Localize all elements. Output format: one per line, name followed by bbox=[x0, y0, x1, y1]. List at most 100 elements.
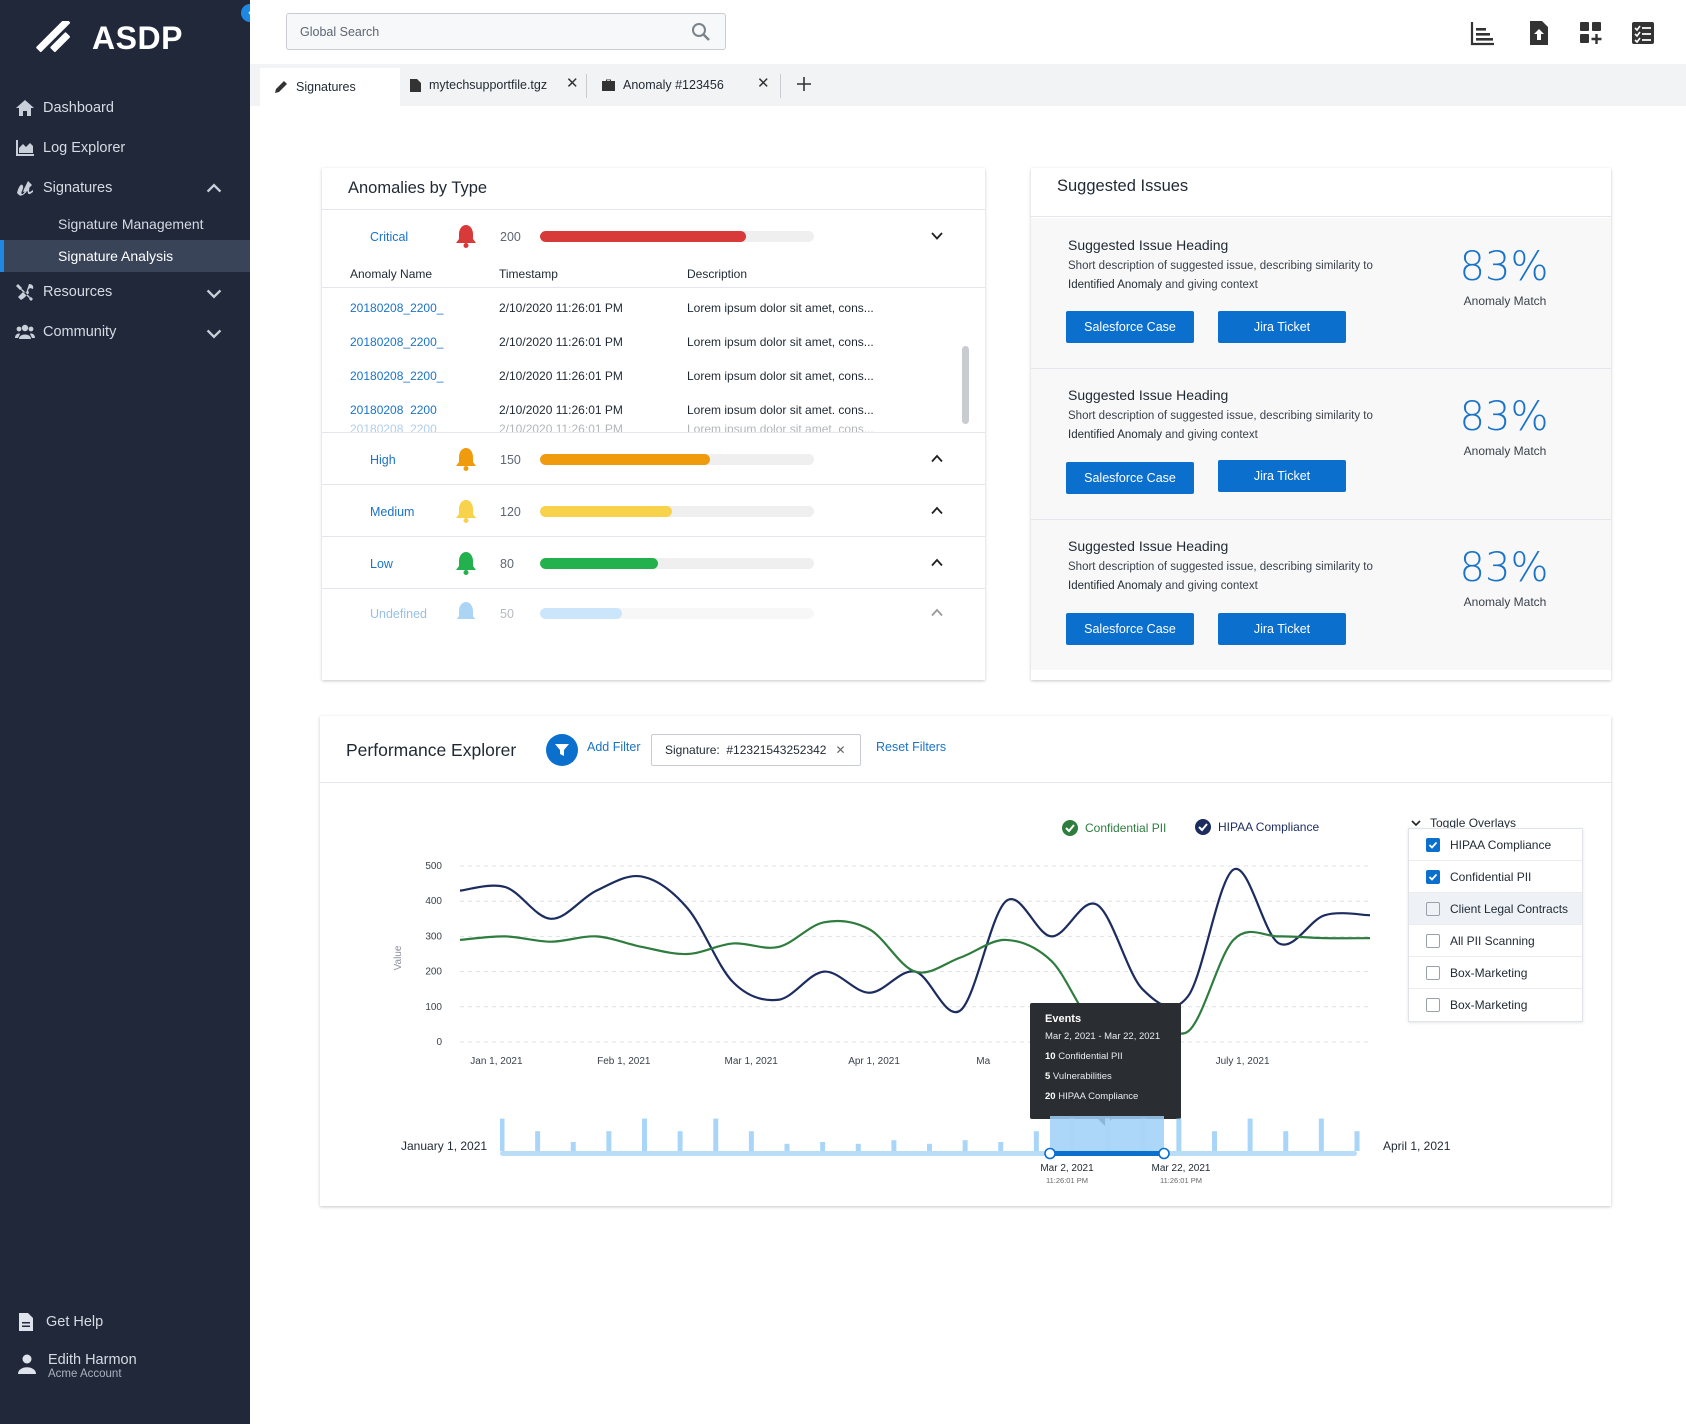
performance-line-chart: Value 0 100 200 300 400 500 Jan 1, 2021 Feb 1,… bbox=[393, 861, 1371, 1067]
jira-ticket-button[interactable]: Jira Ticket bbox=[1218, 460, 1346, 492]
chip-label: Signature: bbox=[665, 743, 720, 757]
overlay-option[interactable]: HIPAA Compliance bbox=[1409, 829, 1582, 861]
x-tick-label: Mar 1, 2021 bbox=[725, 1056, 779, 1067]
chart-grid bbox=[460, 865, 1370, 1043]
severity-count: 200 bbox=[500, 230, 521, 244]
salesforce-case-button[interactable]: Salesforce Case bbox=[1066, 613, 1194, 645]
sidebar-item-signature-management[interactable]: Signature Management bbox=[0, 208, 250, 240]
checkbox[interactable] bbox=[1426, 965, 1440, 980]
remove-filter-icon[interactable]: ✕ bbox=[835, 743, 846, 757]
overlay-option[interactable]: All PII Scanning bbox=[1409, 925, 1582, 957]
column-header-description[interactable]: Description bbox=[687, 267, 748, 281]
legend-item-confidential-pii[interactable]: Confidential PII bbox=[1062, 820, 1166, 836]
tab-anomaly[interactable]: Anomaly #123456 bbox=[602, 68, 772, 102]
salesforce-case-button[interactable]: Salesforce Case bbox=[1066, 311, 1194, 343]
anomaly-name-link[interactable]: 20180208_2200_ bbox=[350, 403, 444, 414]
column-header-name[interactable]: Anomaly Name bbox=[350, 267, 433, 281]
search-icon[interactable] bbox=[691, 22, 711, 42]
overlay-option[interactable]: Client Legal Contracts bbox=[1409, 893, 1582, 925]
high-bell-icon bbox=[456, 448, 476, 471]
table-row[interactable]: 20180208_2200_ 2/10/2020 11:26:01 PM Lor… bbox=[322, 390, 962, 414]
app-logo[interactable]: ASDP bbox=[32, 20, 183, 57]
checkbox[interactable] bbox=[1426, 901, 1440, 916]
y-tick-label: 300 bbox=[425, 931, 442, 942]
anomaly-name-link[interactable]: 20180208_2200_ bbox=[350, 369, 444, 383]
overlay-option[interactable]: Box-Marketing bbox=[1409, 989, 1582, 1021]
tab-mytechsupportfile[interactable]: mytechsupportfile.tgz bbox=[410, 68, 600, 102]
sidebar-item-resources[interactable]: Resources bbox=[0, 272, 250, 312]
checkbox-checked[interactable] bbox=[1426, 869, 1440, 884]
range-start-label: January 1, 2021 bbox=[401, 1139, 488, 1153]
legend-label: Confidential PII bbox=[1085, 821, 1167, 835]
timeline-slider[interactable] bbox=[500, 1110, 1360, 1160]
chevron-down-icon[interactable] bbox=[930, 229, 944, 243]
tab-signatures[interactable]: Signatures bbox=[260, 68, 400, 106]
chevron-up-icon[interactable] bbox=[930, 556, 944, 570]
divider bbox=[1031, 519, 1611, 520]
file-upload-icon[interactable] bbox=[1526, 20, 1552, 46]
severity-row-undefined[interactable]: Undefined 50 bbox=[322, 589, 985, 619]
filter-button[interactable] bbox=[546, 734, 578, 766]
anomaly-description: Lorem ipsum dolor sit amet, cons... bbox=[687, 301, 874, 315]
add-tab-icon[interactable] bbox=[796, 76, 812, 92]
table-scrollbar[interactable] bbox=[962, 346, 969, 424]
global-search-input[interactable]: Global Search bbox=[286, 13, 726, 50]
add-filter-link[interactable]: Add Filter bbox=[587, 740, 641, 754]
severity-row-medium[interactable]: Medium 120 bbox=[322, 485, 985, 537]
series-line-confidential-pii[interactable] bbox=[459, 919, 1371, 1035]
series-line-hipaa-compliance[interactable] bbox=[459, 867, 1371, 1014]
table-row[interactable]: 20180208_2200_ 2/10/2020 11:26:01 PM Lor… bbox=[322, 356, 962, 390]
table-row[interactable]: 20180208_2200_ 2/10/2020 11:26:01 PM Lor… bbox=[322, 288, 962, 322]
checkbox[interactable] bbox=[1426, 998, 1440, 1012]
sidebar-item-dashboard[interactable]: Dashboard bbox=[0, 88, 250, 128]
toggle-overlays-header[interactable]: Toggle Overlays bbox=[1410, 816, 1516, 830]
chevron-up-icon[interactable] bbox=[930, 452, 944, 466]
area-chart-icon bbox=[16, 140, 34, 156]
column-header-timestamp[interactable]: Timestamp bbox=[499, 267, 558, 281]
sidebar-item-label: Signature Management bbox=[58, 216, 204, 232]
legend-item-hipaa[interactable]: HIPAA Compliance bbox=[1195, 819, 1319, 835]
sidebar-item-log-explorer[interactable]: Log Explorer bbox=[0, 128, 250, 168]
table-row[interactable]: 20180208_2200_ 2/10/2020 11:26:01 PM Lor… bbox=[322, 414, 962, 432]
handle-start-date: Mar 2, 2021 bbox=[1040, 1163, 1094, 1174]
timeline-bar bbox=[1105, 1118, 1111, 1151]
timeline-handle-start[interactable] bbox=[1044, 1147, 1056, 1160]
sidebar-item-community[interactable]: Community bbox=[0, 312, 250, 352]
reset-filters-link[interactable]: Reset Filters bbox=[876, 740, 947, 754]
sidebar-item-signatures[interactable]: Signatures bbox=[0, 168, 250, 208]
close-tab-icon[interactable]: ✕ bbox=[566, 75, 579, 92]
checklist-icon[interactable] bbox=[1630, 20, 1656, 46]
x-tick-label: Apr 1, 2021 bbox=[848, 1056, 900, 1067]
close-tab-icon[interactable]: ✕ bbox=[757, 75, 770, 92]
jira-ticket-button[interactable]: Jira Ticket bbox=[1218, 613, 1346, 645]
salesforce-case-button[interactable]: Salesforce Case bbox=[1066, 462, 1194, 494]
timeline-handle-end[interactable] bbox=[1158, 1147, 1170, 1160]
severity-bar-track bbox=[540, 558, 814, 569]
timeline-bar bbox=[1176, 1118, 1182, 1151]
anomaly-name-link[interactable]: 20180208_2200_ bbox=[350, 335, 444, 349]
bar-chart-icon[interactable] bbox=[1470, 20, 1496, 46]
table-row[interactable]: 20180208_2200_ 2/10/2020 11:26:01 PM Lor… bbox=[322, 322, 962, 356]
check-circle-icon bbox=[1062, 820, 1078, 836]
severity-row-low[interactable]: Low 80 bbox=[322, 537, 985, 589]
chevron-up-icon[interactable] bbox=[930, 606, 944, 619]
get-help-link[interactable]: Get Help bbox=[18, 1312, 103, 1332]
anomaly-name-link[interactable]: 20180208_2200_ bbox=[350, 422, 444, 432]
overlay-option[interactable]: Confidential PII bbox=[1409, 861, 1582, 893]
severity-row-critical[interactable]: Critical 200 bbox=[322, 210, 985, 262]
timeline-bar bbox=[927, 1143, 932, 1151]
anomaly-name-link[interactable]: 20180208_2200_ bbox=[350, 301, 444, 315]
overlay-option[interactable]: Box-Marketing bbox=[1409, 957, 1582, 989]
chevron-up-icon[interactable] bbox=[930, 504, 944, 518]
timeline-bar bbox=[1354, 1131, 1360, 1151]
checkbox[interactable] bbox=[1426, 933, 1440, 948]
checkbox-checked[interactable] bbox=[1426, 837, 1440, 852]
anomaly-description: Lorem ipsum dolor sit amet, cons... bbox=[687, 422, 874, 432]
timeline-bar bbox=[1318, 1118, 1324, 1151]
sidebar-item-signature-analysis[interactable]: Signature Analysis bbox=[0, 240, 250, 272]
jira-ticket-button[interactable]: Jira Ticket bbox=[1218, 311, 1346, 343]
user-profile[interactable]: Edith Harmon Acme Account bbox=[18, 1352, 137, 1380]
add-widget-icon[interactable] bbox=[1578, 20, 1604, 46]
severity-row-high[interactable]: High 150 bbox=[322, 433, 985, 485]
user-icon bbox=[18, 1354, 36, 1374]
